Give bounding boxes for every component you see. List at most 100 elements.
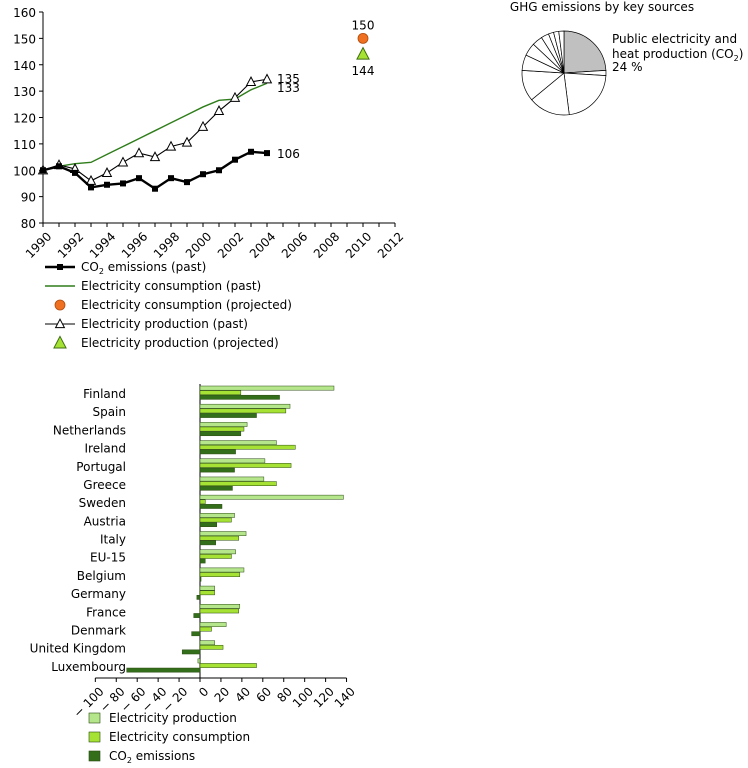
co2-point — [184, 179, 190, 186]
bar-production — [199, 585, 215, 591]
x-tick-label: 2006 — [279, 229, 310, 260]
y-tick-label: 80 — [21, 217, 36, 231]
production-point — [245, 76, 257, 86]
x-tick-label: 2002 — [215, 229, 246, 260]
bar-co2 — [199, 485, 233, 491]
bar-x-tick-label: 60 — [253, 684, 274, 705]
co2-point — [104, 181, 110, 188]
y-tick-label: 110 — [13, 138, 36, 152]
bar-production — [199, 440, 277, 446]
legend-label-text: Electricity production (past) — [81, 317, 248, 331]
production-point — [261, 73, 273, 84]
bar-legend-subscript: 2 — [127, 756, 132, 765]
production-point — [165, 140, 177, 151]
bar-co2 — [199, 413, 257, 418]
co2-point — [232, 156, 238, 163]
legend-label-subscript: 2 — [99, 267, 104, 276]
y-tick-label: 120 — [13, 112, 36, 126]
legend-label: CO2 emissions (past) — [81, 260, 206, 276]
production-point — [117, 156, 129, 167]
x-tick-label: 1994 — [87, 229, 118, 260]
pie-label-percent: 24 % — [612, 60, 643, 74]
x-tick-label: 1990 — [23, 229, 54, 260]
bar-production — [199, 549, 236, 555]
bar-consumption — [199, 590, 215, 596]
bar-production — [199, 458, 266, 464]
bar-production — [199, 567, 245, 573]
bar-co2 — [199, 467, 235, 473]
bar-co2 — [199, 449, 236, 455]
bar-consumption — [199, 663, 257, 668]
category-label: Portugal — [76, 460, 126, 474]
legend-label: Electricity consumption (projected) — [81, 298, 292, 312]
bar-consumption — [199, 535, 239, 541]
bar-co2 — [199, 431, 242, 437]
pie-label-line1: Public electricity and — [612, 32, 737, 46]
production-point — [197, 120, 209, 131]
co2-point — [56, 163, 62, 170]
bar-co2 — [181, 649, 201, 655]
y-tick-label: 90 — [21, 191, 36, 205]
pie-slice — [563, 72, 607, 116]
legend-label-text: Electricity consumption (past) — [81, 279, 261, 293]
bar-x-tick-label: 20 — [212, 684, 233, 705]
pie-chart: GHG emissions by key sources Public elect… — [510, 0, 744, 116]
legend-label-rest: emissions (past) — [104, 260, 206, 274]
bar-legend-text: CO — [109, 749, 127, 763]
x-tick-label: 2000 — [183, 229, 214, 260]
bar-x-tick-label: 100 — [290, 684, 316, 710]
x-tick-label: 2008 — [311, 229, 342, 260]
bar-legend-label: Electricity production — [109, 711, 237, 725]
bar-co2 — [199, 576, 202, 582]
series-line-electricity-consumption — [42, 82, 268, 171]
production-point — [101, 167, 113, 177]
bar-production — [199, 513, 235, 518]
bar-legend-swatch — [88, 712, 101, 724]
bar-consumption — [199, 499, 206, 505]
bar-legend-swatch — [88, 750, 101, 762]
legend-label-text: Electricity consumption (projected) — [81, 298, 292, 312]
bar-production — [199, 531, 247, 536]
projected-consumption-marker — [357, 32, 369, 44]
bar-chart-legend: Electricity production Electricity consum… — [88, 711, 250, 765]
category-label: EU-15 — [90, 551, 126, 565]
bar-consumption — [199, 572, 241, 577]
production-point — [213, 105, 225, 116]
end-label-production: 135 — [277, 72, 300, 86]
bar-consumption — [199, 463, 292, 468]
y-tick-label: 100 — [13, 164, 36, 178]
bar-production — [197, 658, 201, 664]
bar-consumption — [199, 554, 232, 559]
production-point — [133, 147, 145, 158]
bar-co2 — [199, 540, 216, 546]
category-label: France — [86, 605, 126, 619]
bar-production — [199, 422, 248, 427]
x-tick-label: 1992 — [55, 229, 86, 260]
bar-production — [199, 604, 241, 609]
bar-co2 — [191, 631, 201, 637]
co2-point — [264, 150, 270, 157]
co2-point — [136, 175, 142, 182]
bar-legend-text: Electricity consumption — [109, 730, 250, 744]
projected-production-marker — [356, 46, 370, 60]
pie-label-close: ) — [739, 47, 744, 61]
legend-label-text: Electricity production (projected) — [81, 336, 279, 350]
legend-marker-production — [54, 318, 66, 329]
bar-x-tick-label: 40 — [233, 684, 254, 705]
bar-production — [199, 403, 291, 409]
y-tick-label: 130 — [13, 85, 36, 99]
x-tick-label: 1996 — [119, 229, 150, 260]
x-tick-label: 2012 — [375, 229, 406, 260]
x-tick-label: 2004 — [247, 229, 278, 260]
legend-marker-co2 — [57, 264, 63, 270]
co2-point — [88, 184, 94, 191]
bar-legend-label: Electricity consumption — [109, 730, 250, 744]
co2-point — [120, 180, 126, 187]
bar-co2 — [199, 504, 223, 509]
bar-production — [199, 640, 215, 646]
bar-consumption — [199, 644, 224, 650]
pie-label-line2-text: heat production (CO — [612, 47, 734, 61]
bar-x-tick-label: 140 — [332, 684, 358, 710]
bar-production — [199, 476, 265, 482]
end-label-co2: 106 — [277, 147, 300, 161]
